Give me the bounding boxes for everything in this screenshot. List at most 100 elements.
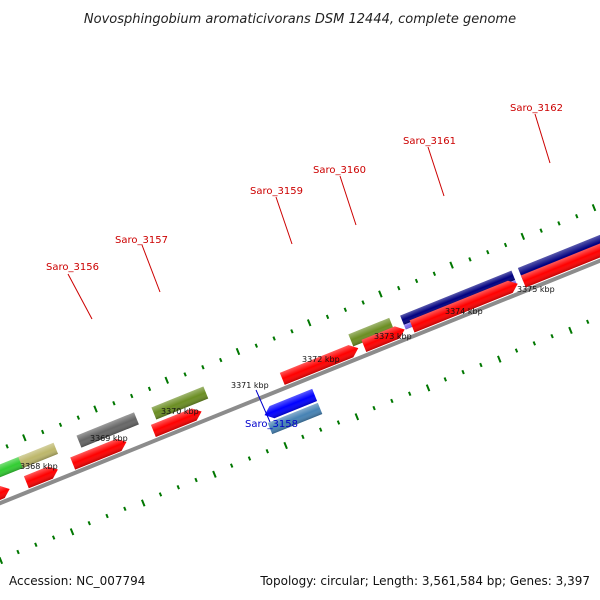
- topology-text: Topology: circular; Length: 3,561,584 bp…: [259, 574, 590, 588]
- tick-mark: [69, 528, 75, 536]
- gene-labels: Saro_3156 Saro_3157 Saro_3158 Saro_3159 …: [46, 103, 563, 430]
- tick-mark: [272, 336, 276, 341]
- tick-mark: [306, 319, 312, 327]
- tick-mark: [176, 485, 180, 490]
- tick-mark: [497, 355, 502, 363]
- leader-line: [339, 175, 357, 226]
- leader-line: [427, 146, 445, 197]
- tick-mark: [123, 506, 127, 512]
- gene-block[interactable]: [361, 323, 407, 352]
- tick-mark: [76, 415, 80, 420]
- gene-block[interactable]: [279, 342, 361, 385]
- tick-mark: [290, 329, 294, 334]
- tick-mark: [503, 242, 508, 248]
- tick-mark: [449, 261, 454, 269]
- gene-block[interactable]: [0, 454, 29, 481]
- tick-mark: [414, 278, 419, 284]
- tick-mark: [550, 333, 554, 339]
- tick-mark: [201, 365, 205, 370]
- tick-mark: [443, 377, 447, 382]
- kbp-label: 3374 kbp: [445, 307, 483, 316]
- gene-block[interactable]: [0, 483, 12, 511]
- tick-mark: [532, 341, 536, 346]
- tick-mark: [372, 405, 376, 411]
- leader-line: [141, 244, 161, 293]
- kbp-label: 3369 kbp: [90, 434, 128, 443]
- gene-block[interactable]: [267, 402, 323, 435]
- tick-mark: [194, 477, 198, 483]
- tick-mark: [22, 434, 27, 442]
- tick-mark: [87, 520, 91, 526]
- kbp-label: 3368 kbp: [20, 462, 58, 471]
- tick-mark: [408, 391, 412, 396]
- tick-mark: [51, 535, 56, 540]
- tick-mark: [112, 400, 116, 406]
- gene-block[interactable]: [520, 216, 600, 288]
- tick-mark: [158, 492, 163, 497]
- leader-line: [534, 113, 551, 164]
- gene-block[interactable]: [409, 278, 521, 333]
- gene-block[interactable]: [348, 317, 395, 347]
- gene-block[interactable]: [23, 464, 60, 489]
- tick-mark: [41, 429, 45, 435]
- tick-mark: [147, 386, 152, 392]
- tick-mark: [425, 384, 431, 392]
- tick-mark: [130, 393, 134, 399]
- gene-block[interactable]: [400, 270, 516, 325]
- tick-mark: [265, 449, 269, 454]
- gene-block[interactable]: [151, 386, 209, 420]
- tick-mark: [390, 398, 394, 404]
- tick-mark: [212, 470, 217, 478]
- tick-mark: [0, 556, 4, 565]
- gene-block[interactable]: [18, 442, 59, 469]
- accession-text: Accession: NC_007794: [9, 574, 145, 588]
- gene-label-saro-3161[interactable]: Saro_3161: [403, 136, 456, 147]
- tick-mark: [16, 549, 20, 555]
- gene-block[interactable]: [150, 405, 204, 437]
- gene-block[interactable]: [262, 388, 318, 421]
- tick-mark: [479, 362, 483, 368]
- tick-mark: [575, 213, 579, 219]
- kbp-label: 3372 kbp: [302, 355, 340, 364]
- kbp-label: 3375 kbp: [517, 285, 555, 294]
- tick-mark: [301, 434, 305, 440]
- gene-block[interactable]: [70, 436, 129, 470]
- gene-lane-bottom: [262, 388, 323, 435]
- leader-line: [275, 196, 293, 245]
- kbp-label: 3373 kbp: [374, 332, 412, 341]
- gene-label-saro-3159[interactable]: Saro_3159: [250, 186, 303, 197]
- tick-mark: [283, 441, 288, 450]
- ticks-bottom: [0, 319, 590, 565]
- tick-mark: [486, 249, 490, 255]
- gene-label-saro-3162[interactable]: Saro_3162: [510, 103, 563, 114]
- map-title: Novosphingobium aromaticivorans DSM 1244…: [84, 12, 516, 27]
- kbp-label: 3370 kbp: [161, 407, 199, 416]
- tick-mark: [254, 343, 259, 348]
- backbone-line: [0, 218, 600, 523]
- tick-mark: [397, 285, 401, 291]
- tick-mark: [568, 326, 573, 335]
- tick-mark: [235, 347, 241, 356]
- tick-mark: [325, 314, 330, 320]
- gene-block[interactable]: [76, 412, 139, 448]
- gene-label-saro-3158[interactable]: Saro_3158: [245, 419, 298, 430]
- tick-mark: [105, 513, 109, 519]
- tick-mark: [34, 542, 38, 548]
- gene-lane-upper: [0, 208, 600, 481]
- ticks-top: [5, 204, 597, 449]
- tick-mark: [93, 405, 98, 413]
- gene-leader-lines: [67, 113, 551, 423]
- tick-mark: [514, 348, 519, 353]
- tick-mark: [319, 427, 323, 432]
- tick-mark: [219, 357, 223, 363]
- tick-mark: [468, 257, 472, 262]
- tick-mark: [586, 319, 590, 325]
- tick-mark: [230, 463, 234, 468]
- genome-track: [0, 204, 600, 565]
- gene-label-saro-3160[interactable]: Saro_3160: [313, 165, 366, 176]
- tick-mark: [247, 456, 252, 461]
- gene-label-saro-3156[interactable]: Saro_3156: [46, 262, 99, 273]
- gene-label-saro-3157[interactable]: Saro_3157: [115, 235, 168, 246]
- tick-mark: [591, 204, 597, 212]
